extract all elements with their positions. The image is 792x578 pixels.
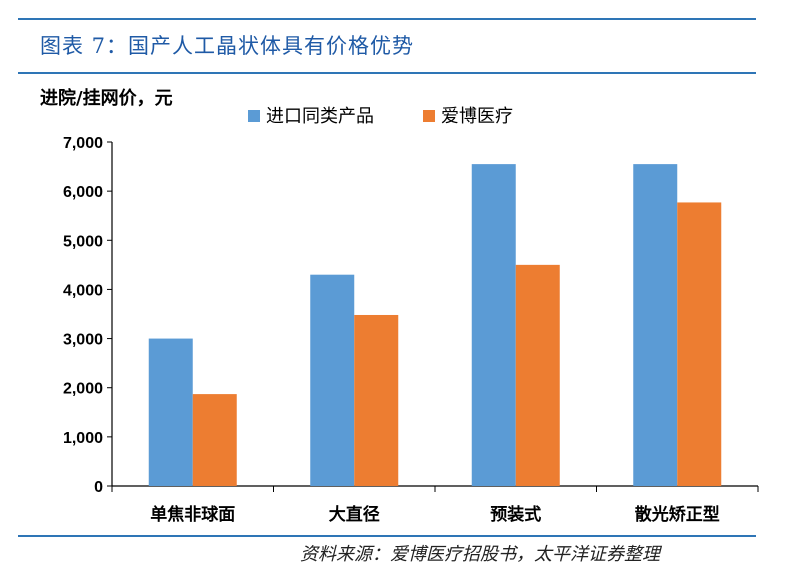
y-tick-label: 3,000	[63, 332, 103, 349]
y-tick-label: 2,000	[63, 381, 103, 398]
bottom-rule	[18, 535, 756, 537]
legend-swatch-0	[248, 110, 260, 122]
chart-title: 图表 7：国产人工晶状体具有价格优势	[40, 34, 415, 58]
legend-label-1: 爱博医疗	[441, 106, 513, 127]
bar-1-1	[354, 314, 399, 486]
x-tick-label: 预装式	[490, 504, 541, 525]
bar-0-0	[148, 338, 193, 486]
bar-2-1	[515, 264, 560, 486]
bar-1-0	[310, 274, 355, 486]
bar-0-1	[192, 394, 237, 486]
x-tick-label: 单焦非球面	[150, 504, 235, 525]
source-note: 资料来源：爱博医疗招股书，太平洋证券整理	[300, 544, 660, 565]
bar-3-1	[677, 202, 722, 486]
bar-3-0	[633, 164, 678, 486]
chart-labels: 0 1,000 2,000 3,000 4,000 5,000 6,000 7,000 进院/挂…	[40, 87, 720, 525]
top-rule	[18, 18, 756, 20]
legend-swatch-1	[423, 110, 435, 122]
chart-legend: 进口同类产品 爱博医疗	[248, 106, 513, 127]
chart-bars	[148, 164, 722, 486]
y-tick-label: 7,000	[63, 135, 103, 152]
y-tick-label: 1,000	[63, 430, 103, 447]
y-tick-label: 5,000	[63, 233, 103, 250]
y-tick-label: 0	[94, 479, 103, 496]
title-rule	[18, 72, 756, 74]
y-axis-label: 进院/挂网价，元	[40, 87, 173, 109]
y-tick-label: 4,000	[63, 282, 103, 299]
bar-2-0	[471, 164, 516, 486]
x-tick-label: 散光矫正型	[635, 504, 720, 525]
x-tick-label: 大直径	[329, 504, 380, 525]
y-tick-label: 6,000	[63, 184, 103, 201]
legend-label-0: 进口同类产品	[266, 106, 374, 127]
